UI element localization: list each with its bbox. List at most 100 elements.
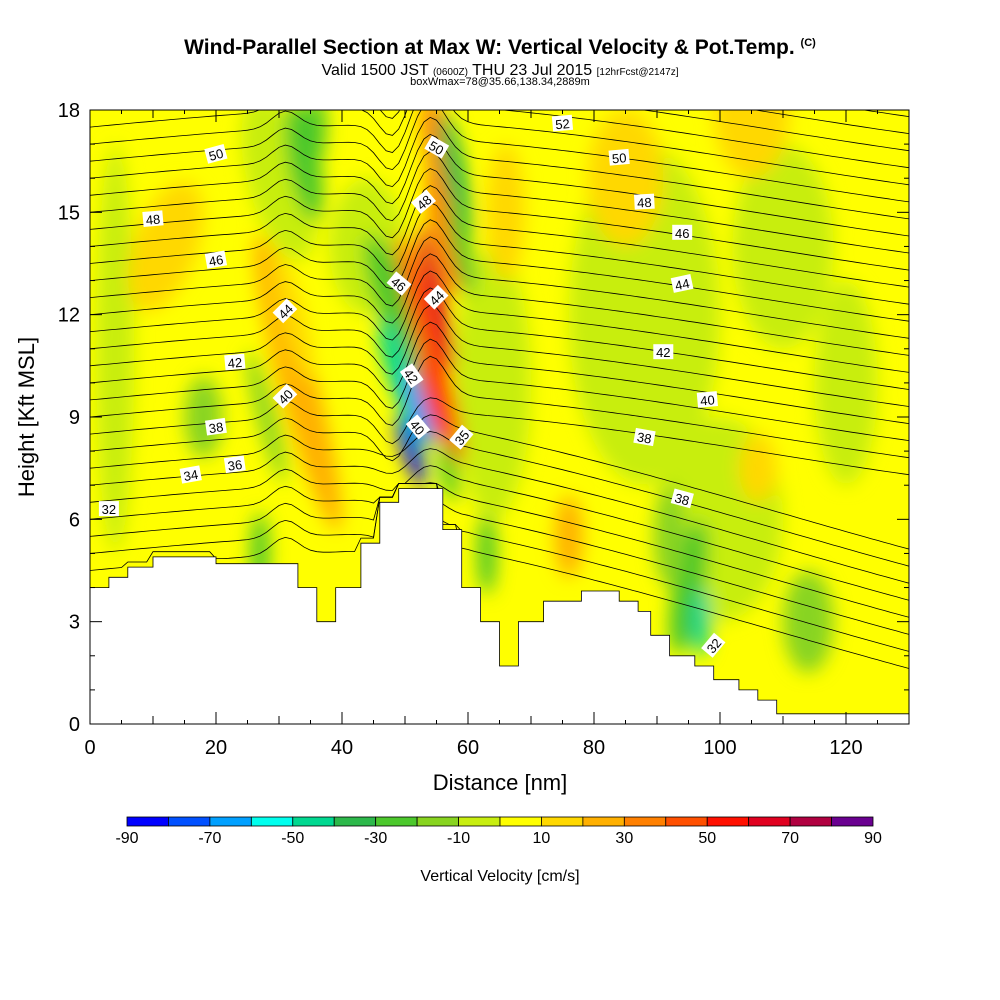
svg-text:38: 38 xyxy=(636,429,653,446)
isentrope-label: 42 xyxy=(653,344,674,360)
colorbar-swatch xyxy=(748,816,791,827)
svg-text:40: 40 xyxy=(700,392,716,408)
isentrope-line xyxy=(90,219,909,322)
svg-text:38: 38 xyxy=(673,490,691,508)
field-blob xyxy=(713,110,790,178)
field-blob xyxy=(285,110,324,222)
x-tick-label: 40 xyxy=(331,737,353,759)
colorbar-swatch xyxy=(375,816,418,827)
isentrope-line xyxy=(90,236,909,339)
isentrope-label: 44 xyxy=(423,284,449,310)
isentrope-label: 50 xyxy=(424,135,450,159)
isentrope-labels: 32 34 36 38 40 42 44 46 48 50 40 42 46 44 48 50 35 52 50 48… xyxy=(98,114,726,658)
terrain-mask xyxy=(89,488,910,725)
svg-text:50: 50 xyxy=(426,138,446,158)
field-blob xyxy=(455,246,531,519)
field-blob xyxy=(241,110,317,261)
colorbar-swatch xyxy=(789,816,832,827)
svg-text:42: 42 xyxy=(656,345,670,360)
colorbar-swatch xyxy=(250,816,294,827)
isentrope-label: 40 xyxy=(696,391,718,409)
colorbar-swatch xyxy=(168,816,211,827)
svg-text:50: 50 xyxy=(207,146,225,164)
field-blob xyxy=(417,357,444,443)
x-axis-ticks: 0 20 40 60 80 100 120 xyxy=(84,110,910,759)
isentrope-line xyxy=(90,465,909,601)
x-tick-label: 20 xyxy=(205,737,227,759)
isentrope-line xyxy=(90,253,909,356)
isentrope-line xyxy=(90,110,909,169)
colorbar-tick-label: 10 xyxy=(533,830,551,847)
y-tick-label: 18 xyxy=(58,100,80,122)
colorbar-swatch xyxy=(665,816,708,827)
colorbar-tick-label: -30 xyxy=(364,830,387,847)
isentrope-label: 48 xyxy=(411,189,437,214)
isentrope-label: 48 xyxy=(633,193,655,210)
isentrope-label: 44 xyxy=(272,298,298,324)
field-blob xyxy=(439,441,459,502)
isentrope-label: 32 xyxy=(701,632,726,658)
colorbar-tick-label: -50 xyxy=(281,830,304,847)
svg-text:32: 32 xyxy=(102,502,116,517)
colorbar-tick-label: 70 xyxy=(781,830,799,847)
colorbar-label: Vertical Velocity [cm/s] xyxy=(420,868,579,885)
field-blob xyxy=(783,570,834,673)
isentrope-line xyxy=(90,431,909,567)
isentrope-line xyxy=(90,133,909,237)
colorbar-tick-label: 50 xyxy=(698,830,716,847)
isentrope-label: 52 xyxy=(551,114,574,132)
x-tick-label: 0 xyxy=(84,737,95,759)
isentrope-line xyxy=(90,110,909,186)
field-blob xyxy=(364,234,433,395)
isentrope-line xyxy=(90,483,909,635)
isentrope-line xyxy=(861,110,909,117)
isentrope-line xyxy=(90,110,909,203)
colorbar-swatch xyxy=(499,816,542,827)
colorbar-tick-label: -90 xyxy=(115,830,138,847)
isentrope-label: 40 xyxy=(272,383,298,409)
svg-text:48: 48 xyxy=(145,212,161,228)
colorbar-swatch xyxy=(416,816,459,827)
colorbar-swatch xyxy=(582,816,625,827)
field-blob xyxy=(669,520,708,655)
x-tick-label: 60 xyxy=(457,737,479,759)
x-tick-label: 120 xyxy=(829,737,862,759)
x-tick-label: 80 xyxy=(583,737,605,759)
isentrope-line xyxy=(90,355,909,459)
isentrope-label: 44 xyxy=(670,274,694,294)
field-blob xyxy=(554,495,583,578)
colorbar-tick-label: 30 xyxy=(615,830,633,847)
svg-text:42: 42 xyxy=(401,366,422,386)
y-tick-label: 9 xyxy=(69,407,80,429)
isentrope-label: 40 xyxy=(405,414,431,440)
field-blob xyxy=(96,144,135,553)
svg-text:34: 34 xyxy=(182,467,199,484)
isentrope-line xyxy=(90,110,909,152)
field-blob xyxy=(254,235,342,531)
chart-subtitle: Valid 1500 JST (0600Z) THU 23 Jul 2015 [… xyxy=(321,62,679,79)
isentrope-line xyxy=(90,202,909,305)
colorbar-tick-label: -10 xyxy=(447,830,470,847)
colorbar-swatch xyxy=(706,816,750,827)
isentrope-line xyxy=(90,397,909,476)
colorbar-swatch xyxy=(458,816,501,827)
field-blob xyxy=(448,196,475,297)
colorbar-swatch xyxy=(209,816,252,827)
isentrope-line xyxy=(90,483,909,669)
field-blob xyxy=(587,110,664,247)
isentrope-line xyxy=(90,151,909,254)
field-blob xyxy=(396,415,427,487)
isentrope-label: 46 xyxy=(672,224,693,241)
svg-text:44: 44 xyxy=(674,276,691,294)
isentrope-label: 36 xyxy=(223,455,246,474)
isentrope-label: 46 xyxy=(204,250,228,269)
isentrope-label: 32 xyxy=(98,501,119,517)
isentrope-label: 38 xyxy=(204,417,227,436)
isentrope-line xyxy=(90,482,909,618)
isentrope-line xyxy=(90,448,909,584)
field-blob xyxy=(653,485,686,588)
colorbar-swatch xyxy=(333,816,377,827)
isentrope-line xyxy=(90,321,909,424)
